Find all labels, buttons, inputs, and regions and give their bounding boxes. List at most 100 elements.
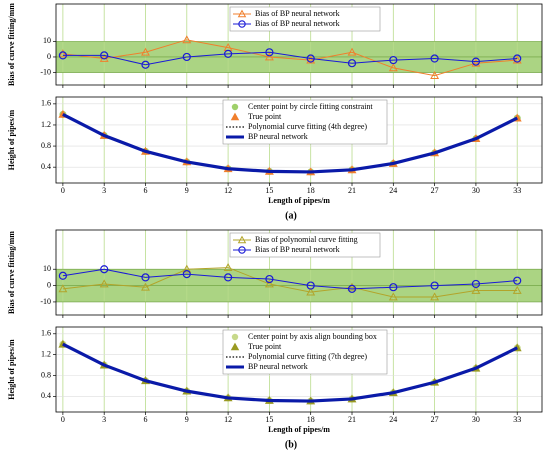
x-tick-label: 3 <box>102 186 106 195</box>
marker <box>512 285 522 294</box>
legend-label: BP neural network <box>248 132 308 141</box>
legend-swatch <box>238 246 246 254</box>
plot-frame <box>55 229 543 316</box>
marker <box>99 279 109 288</box>
marker <box>58 284 68 293</box>
x-tick-label: 12 <box>224 415 232 424</box>
marker <box>306 281 315 290</box>
marker <box>347 59 357 68</box>
marker <box>223 262 233 271</box>
marker <box>388 292 398 301</box>
y-tick-label: 0 <box>47 52 51 61</box>
x-tick-label: 12 <box>224 186 232 195</box>
legend-swatch <box>231 103 239 111</box>
marker <box>182 52 191 62</box>
x-tick-label: 27 <box>431 186 439 195</box>
x-tick-label: 18 <box>307 186 315 195</box>
marker <box>389 283 398 292</box>
marker <box>182 35 192 44</box>
marker <box>141 282 150 291</box>
x-tick-label: 9 <box>185 186 189 195</box>
marker <box>513 276 522 285</box>
legend-label: Bias of BP neural network <box>255 19 340 28</box>
marker <box>512 55 522 64</box>
series-line <box>62 267 518 298</box>
plot-frame <box>55 3 543 86</box>
marker <box>430 281 439 290</box>
y-tick-label: 0.8 <box>41 141 51 150</box>
marker <box>347 47 357 56</box>
marker <box>58 49 68 58</box>
x-tick-label: 15 <box>265 186 273 195</box>
marker <box>182 270 191 279</box>
marker <box>471 285 481 294</box>
series-line <box>62 112 518 174</box>
legend-label: True point <box>248 112 282 121</box>
legend-swatch <box>231 333 239 341</box>
legend-swatch <box>230 112 240 121</box>
marker <box>223 273 233 282</box>
x-tick-label: 18 <box>307 415 315 424</box>
x-tick-label: 30 <box>472 186 480 195</box>
marker <box>58 51 67 60</box>
marker <box>58 271 67 280</box>
marker <box>306 287 316 296</box>
marker <box>388 63 398 72</box>
legend-box <box>229 6 381 32</box>
y-tick-label: 1.2 <box>41 349 51 358</box>
marker <box>141 60 150 69</box>
x-tick-label: 21 <box>348 186 356 195</box>
marker <box>471 58 481 67</box>
series-line <box>62 51 518 66</box>
marker <box>347 284 357 293</box>
y-tick-label: 1.2 <box>41 120 51 129</box>
marker <box>100 51 109 60</box>
caption: (b) <box>285 439 297 450</box>
y-tick-label: 0 <box>47 280 51 289</box>
y-tick-label: 0.8 <box>41 370 51 379</box>
marker <box>141 47 150 56</box>
marker <box>306 55 316 64</box>
legend-swatch <box>237 235 247 244</box>
y-axis-label: Height of pipes/m <box>7 339 16 400</box>
legend-label: BP neural network <box>248 362 308 371</box>
y-axis-label: Height of pipes/m <box>7 109 16 170</box>
marker <box>430 71 440 80</box>
legend-label: Polynomial curve fitting (4th degree) <box>248 122 367 131</box>
x-tick-label: 6 <box>143 415 147 424</box>
legend-box <box>222 99 388 145</box>
x-axis-label: Length of pipes/m <box>268 196 330 205</box>
legend-label: Bias of polynomial curve fitting <box>255 235 358 244</box>
marker <box>389 55 398 65</box>
marker <box>430 292 440 301</box>
x-tick-label: 6 <box>143 186 147 195</box>
legend-swatch <box>237 9 247 18</box>
x-axis-label: Length of pipes/m <box>268 425 330 434</box>
y-tick-label: 10 <box>43 36 51 45</box>
marker <box>347 282 357 291</box>
legend-label: Bias of BP neural network <box>255 245 340 254</box>
x-tick-label: 33 <box>513 415 521 424</box>
y-tick-label: -10 <box>40 67 51 76</box>
legend-box <box>229 232 381 258</box>
marker <box>430 54 439 63</box>
x-tick-label: 15 <box>265 415 273 424</box>
marker <box>265 274 274 284</box>
legend-swatch <box>230 342 240 351</box>
y-tick-label: 1.6 <box>41 99 51 108</box>
marker <box>141 273 150 282</box>
legend-label: True point <box>248 342 282 351</box>
x-tick-label: 24 <box>389 415 397 424</box>
x-tick-label: 21 <box>348 415 356 424</box>
x-tick-label: 33 <box>513 186 521 195</box>
plot-frame <box>55 326 543 413</box>
y-tick-label: 1.6 <box>41 329 51 338</box>
series-line <box>62 342 518 403</box>
marker <box>265 48 274 57</box>
x-tick-label: 0 <box>61 186 65 195</box>
y-axis-label: Bias of curve fitting/mm <box>7 3 16 86</box>
legend-box <box>222 329 388 375</box>
marker <box>306 54 315 63</box>
marker <box>264 279 274 288</box>
x-tick-label: 27 <box>431 415 439 424</box>
